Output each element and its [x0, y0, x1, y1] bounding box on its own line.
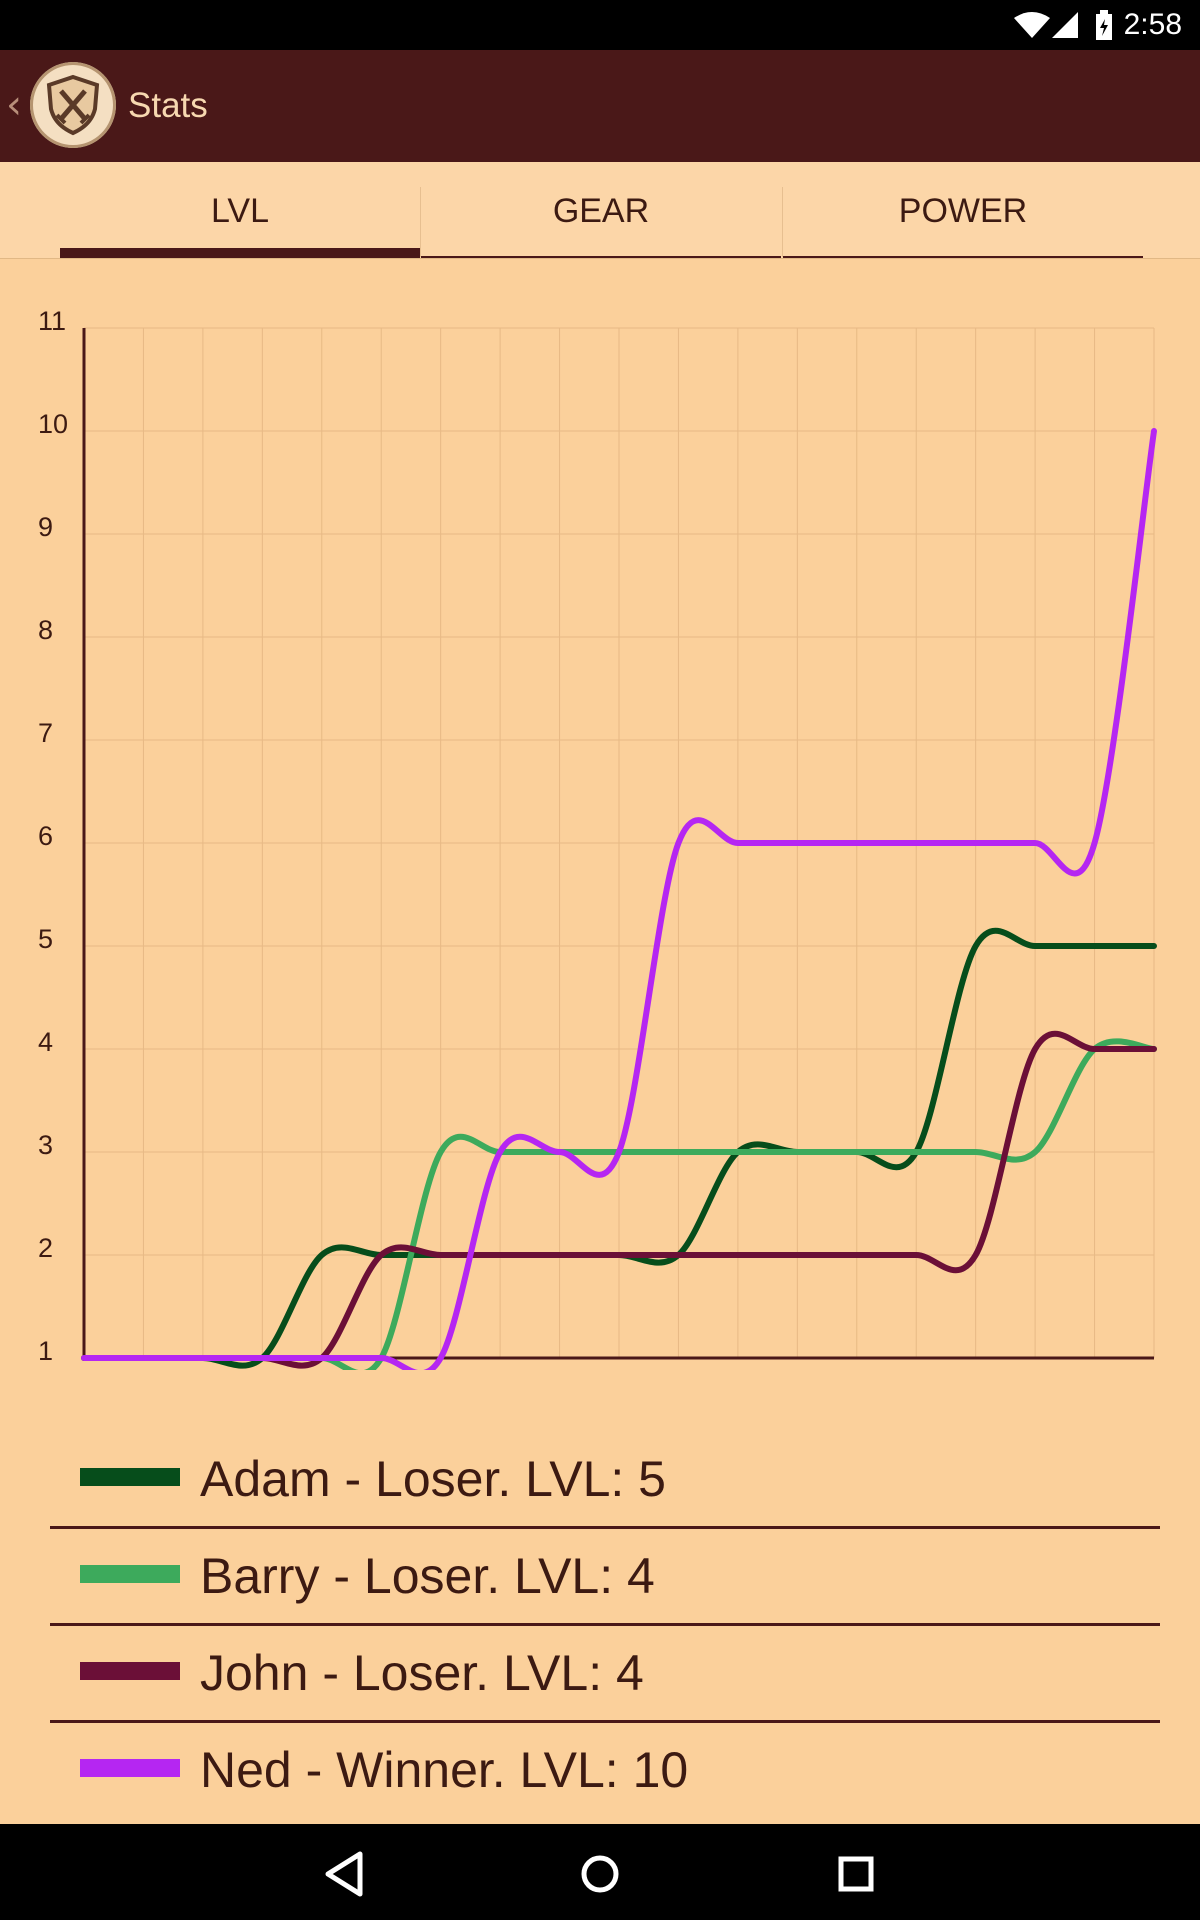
app-logo[interactable] — [30, 62, 116, 148]
y-tick-label: 7 — [38, 718, 53, 748]
legend-label: Barry - Loser. LVL: 4 — [200, 1548, 655, 1604]
tab-power[interactable]: POWER — [783, 162, 1143, 258]
level-line-chart: 1 2 3 4 5 6 7 8 9 10 11 — [38, 306, 1157, 1370]
legend-label: John - Loser. LVL: 4 — [200, 1645, 644, 1701]
tab-gear[interactable]: GEAR — [421, 162, 781, 258]
legend-item-john[interactable]: John - Loser. LVL: 4 — [50, 1624, 1160, 1723]
tab-bar: LVL GEAR POWER — [0, 162, 1200, 259]
home-circle-icon[interactable] — [570, 1844, 630, 1904]
legend-item-adam[interactable]: Adam - Loser. LVL: 5 — [50, 1430, 1160, 1529]
legend-item-barry[interactable]: Barry - Loser. LVL: 4 — [50, 1527, 1160, 1626]
battery-icon — [1096, 10, 1112, 40]
tab-gear-label: GEAR — [552, 192, 650, 230]
status-time: 2:58 — [1123, 8, 1182, 41]
recents-square-icon[interactable] — [826, 1844, 886, 1904]
shield-swords-icon — [46, 74, 100, 136]
y-tick-label: 6 — [38, 821, 53, 851]
tab-divider — [420, 187, 421, 257]
y-tick-label: 9 — [38, 512, 53, 542]
y-tick-label: 4 — [38, 1027, 53, 1057]
tab-gear-indicator — [421, 256, 781, 258]
status-bar: 2:58 — [0, 0, 1200, 50]
y-tick-label: 10 — [38, 409, 68, 439]
legend-label: Adam - Loser. LVL: 5 — [200, 1451, 666, 1507]
tab-power-label: POWER — [898, 192, 1028, 230]
legend-swatch — [80, 1759, 180, 1777]
y-tick-label: 3 — [38, 1130, 53, 1160]
tab-lvl-indicator — [60, 248, 420, 258]
back-chevron-icon[interactable]: ‹ — [6, 82, 22, 128]
system-nav-bar — [0, 1824, 1200, 1920]
wifi-icon — [1014, 12, 1050, 38]
tab-divider — [782, 187, 783, 257]
y-tick-label: 1 — [38, 1336, 53, 1366]
y-tick-label: 11 — [38, 306, 66, 336]
legend-label: Ned - Winner. LVL: 10 — [200, 1742, 689, 1798]
series-line-ned — [81, 428, 1157, 1370]
signal-icon — [1052, 12, 1078, 38]
tab-lvl-label: LVL — [211, 192, 269, 230]
y-tick-label: 2 — [38, 1233, 53, 1263]
tab-power-indicator — [783, 256, 1143, 258]
legend-swatch — [80, 1468, 180, 1486]
back-triangle-icon[interactable] — [314, 1844, 374, 1904]
app-bar: ‹ Stats — [0, 50, 1200, 162]
tab-lvl[interactable]: LVL — [60, 162, 420, 258]
legend-swatch — [80, 1662, 180, 1680]
series-line-adam — [81, 927, 1157, 1369]
legend-swatch — [80, 1565, 180, 1583]
legend-item-ned[interactable]: Ned - Winner. LVL: 10 — [50, 1721, 1160, 1817]
y-tick-label: 5 — [38, 924, 53, 954]
y-tick-label: 8 — [38, 615, 53, 645]
page-title: Stats — [128, 86, 208, 125]
